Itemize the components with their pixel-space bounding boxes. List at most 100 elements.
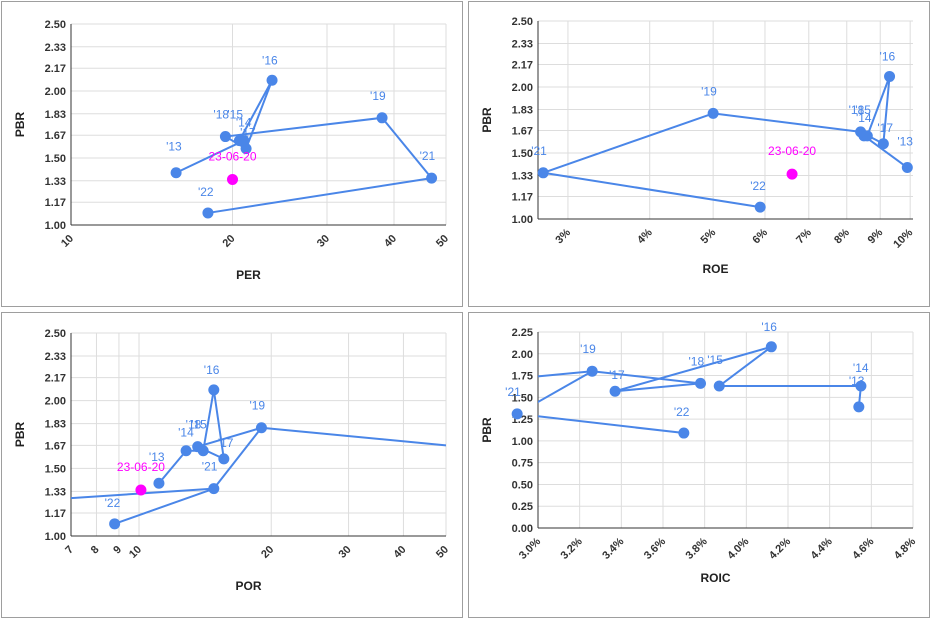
data-point-label: '17 [877, 121, 893, 135]
data-point [426, 172, 438, 184]
x-tick-label: 3.2% [559, 535, 585, 561]
data-point-label: '21 [505, 385, 521, 399]
x-tick-label: 4.2% [767, 535, 793, 561]
series-line-segment [202, 389, 215, 451]
y-tick-label: 1.00 [512, 436, 533, 448]
series-line-segment [866, 76, 891, 137]
chart-svg-por: 1.00 1.17 1.33 1.50 1.67 1.83 2.00 2.17 2.33 2.50… [13, 328, 451, 593]
data-point [170, 167, 182, 179]
data-point-label: '21 [420, 149, 436, 163]
data-point-label: '17 [609, 368, 625, 382]
y-tick-label: 1.17 [512, 192, 533, 204]
series-line-segment [882, 76, 891, 144]
series-line-segment [238, 79, 273, 142]
data-point [855, 380, 867, 392]
x-tick-label: 3.0% [517, 535, 543, 561]
data-point [233, 135, 245, 147]
x-tick-label: 4.0% [725, 535, 751, 561]
series-lines [542, 76, 908, 209]
y-axis-title: PBR [13, 112, 27, 138]
data-point [678, 427, 690, 439]
data-point-label: '19 [249, 399, 265, 413]
y-tick-label: 1.00 [45, 531, 66, 543]
data-point [537, 167, 549, 179]
series-line-segment [225, 116, 383, 138]
x-tick-label: 7% [794, 226, 814, 246]
x-tick-label: 20 [220, 233, 237, 250]
series-line-segment [114, 487, 215, 525]
y-tick-label: 1.67 [45, 440, 66, 452]
data-point-label: '22 [750, 179, 766, 193]
highlight-point-label: 23-06-20 [208, 149, 256, 163]
y-tick-label: 2.00 [45, 396, 66, 408]
y-tick-label: 2.33 [45, 351, 66, 363]
data-point-label: '16 [761, 320, 777, 334]
y-tick-label: 2.50 [45, 328, 66, 340]
data-point [109, 518, 121, 530]
y-tick-label: 2.17 [512, 60, 533, 72]
data-point-label: '22 [105, 496, 121, 510]
chart-panel-por: 1.00 1.17 1.33 1.50 1.67 1.83 2.00 2.17 2.33 2.50… [1, 312, 463, 618]
data-point [707, 107, 719, 119]
x-tick-label: 40 [382, 233, 399, 250]
data-point [877, 138, 889, 150]
x-tick-label: 4.4% [809, 535, 835, 561]
data-point-label: '22 [674, 405, 690, 419]
data-point [765, 341, 777, 353]
x-tick-label: 7 [63, 544, 76, 557]
x-tick-label: 3.8% [684, 535, 710, 561]
data-point-label: '15 [191, 418, 207, 432]
x-tick-label: 3% [553, 226, 573, 246]
y-tick-label: 2.33 [45, 42, 66, 54]
y-tick-label: 2.00 [45, 86, 66, 98]
y-tick-label: 1.50 [45, 463, 66, 475]
data-point [586, 365, 598, 377]
series-line-segment [542, 112, 714, 174]
y-axis-title: PBR [13, 422, 27, 448]
data-point-label: '15 [707, 353, 723, 367]
x-tick-label: 4.6% [850, 535, 876, 561]
highlight-point-label: 23-06-20 [768, 144, 816, 158]
data-point [376, 112, 388, 124]
data-point-label: '21 [202, 460, 218, 474]
y-tick-label: 1.33 [512, 170, 533, 182]
y-tick-label: 1.67 [45, 130, 66, 142]
y-tick-label: 1.17 [45, 508, 66, 520]
x-tick-label: 3.4% [600, 535, 626, 561]
y-tick-label: 2.33 [512, 38, 533, 50]
data-point [180, 445, 192, 457]
y-tick-label: 1.33 [45, 486, 66, 498]
y-tick-label: 1.75 [512, 371, 533, 383]
series-line-segment [175, 139, 245, 174]
data-point-label: '17 [218, 436, 234, 450]
x-axis-title: POR [235, 579, 261, 593]
series-line-segment [213, 427, 263, 490]
y-tick-label: 0.00 [512, 523, 533, 535]
data-point-label: '14 [236, 116, 252, 130]
x-tick-label: 10% [891, 226, 915, 250]
y-tick-label: 2.17 [45, 373, 66, 385]
chart-panel-roic: 0.00 0.25 0.50 0.75 1.00 1.25 1.50 1.75 2.00 2.25… [468, 312, 930, 618]
x-tick-label: 9 [111, 544, 124, 557]
y-tick-label: 0.75 [512, 458, 533, 470]
chart-svg-per: 1.00 1.17 1.33 1.50 1.67 1.83 2.00 2.17 2.33 2.50… [13, 19, 451, 282]
data-point [511, 408, 523, 420]
data-point-label: '14 [853, 361, 869, 375]
y-tick-label: 1.83 [512, 104, 533, 116]
x-tick-label: 4.8% [892, 535, 918, 561]
series-line-offscale [261, 426, 446, 447]
series-line-segment [863, 135, 908, 169]
y-tick-label: 2.50 [45, 19, 66, 31]
y-tick-label: 2.00 [512, 82, 533, 94]
x-tick-label: 5% [699, 226, 719, 246]
y-tick-label: 1.33 [45, 176, 66, 188]
y-axis-title: PBR [480, 417, 494, 443]
x-tick-label: 30 [315, 233, 332, 250]
x-tick-label: 8% [832, 226, 852, 246]
data-point [855, 126, 867, 138]
y-tick-label: 2.17 [45, 63, 66, 75]
data-point-label: '21 [531, 144, 547, 158]
x-axis-title: PER [236, 268, 261, 282]
data-point [219, 131, 231, 143]
data-point-label: '13 [166, 140, 182, 154]
